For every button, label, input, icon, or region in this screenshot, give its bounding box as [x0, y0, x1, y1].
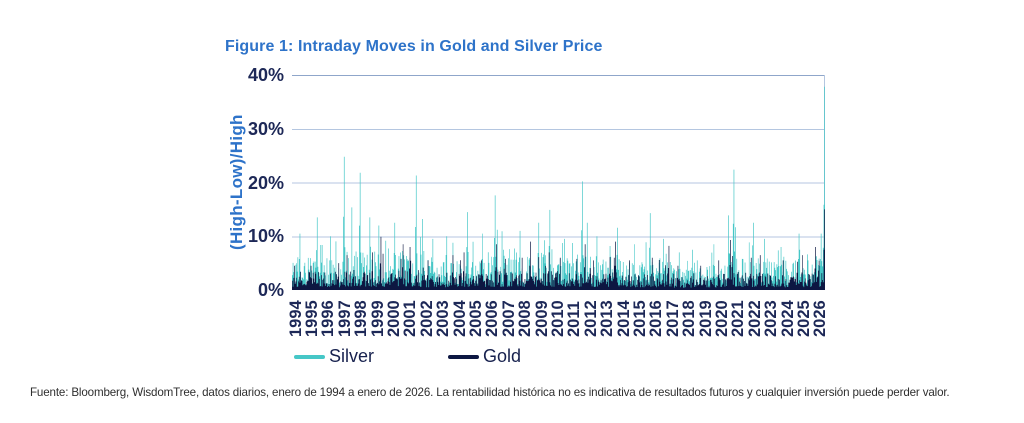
y-tick-0: 0%: [257, 280, 284, 300]
x-tick-1998: 1998: [352, 300, 371, 338]
legend-marker-silver: [294, 355, 325, 359]
x-tick-2016: 2016: [647, 300, 666, 338]
legend-label-gold: Gold: [483, 346, 522, 366]
x-tick-2011: 2011: [565, 301, 584, 337]
x-tick-1999: 1999: [368, 300, 387, 338]
x-tick-1996: 1996: [319, 300, 338, 338]
x-tick-2006: 2006: [483, 300, 502, 338]
y-tick-30: 30%: [247, 118, 284, 139]
x-tick-1994: 1994: [286, 300, 305, 338]
x-tick-2009: 2009: [532, 300, 551, 338]
y-tick-10: 10%: [247, 226, 284, 247]
x-tick-2014: 2014: [614, 300, 633, 338]
x-tick-2019: 2019: [696, 300, 715, 338]
x-tick-2003: 2003: [434, 300, 453, 338]
source-note: Fuente: Bloomberg, WisdomTree, datos dia…: [30, 386, 950, 399]
y-tick-20: 20%: [247, 172, 284, 193]
legend-marker-gold: [448, 355, 479, 359]
y-tick-40: 40%: [247, 65, 284, 85]
x-tick-2021: 2021: [729, 300, 748, 338]
x-tick-2008: 2008: [516, 300, 535, 338]
x-tick-2013: 2013: [598, 300, 617, 338]
plot-svg: [292, 75, 825, 290]
x-tick-2024: 2024: [778, 300, 797, 338]
series-area-gold: [292, 209, 825, 290]
plot-area: [292, 75, 825, 290]
x-tick-2018: 2018: [680, 300, 699, 338]
legend-label-silver: Silver: [329, 346, 375, 366]
chart-title: Figure 1: Intraday Moves in Gold and Sil…: [225, 38, 603, 55]
x-tick-2023: 2023: [762, 300, 781, 338]
x-tick-2001: 2001: [401, 300, 420, 338]
series-area-silver: [292, 86, 825, 290]
x-tick-2004: 2004: [450, 300, 469, 338]
x-tick-2026: 2026: [811, 300, 830, 338]
